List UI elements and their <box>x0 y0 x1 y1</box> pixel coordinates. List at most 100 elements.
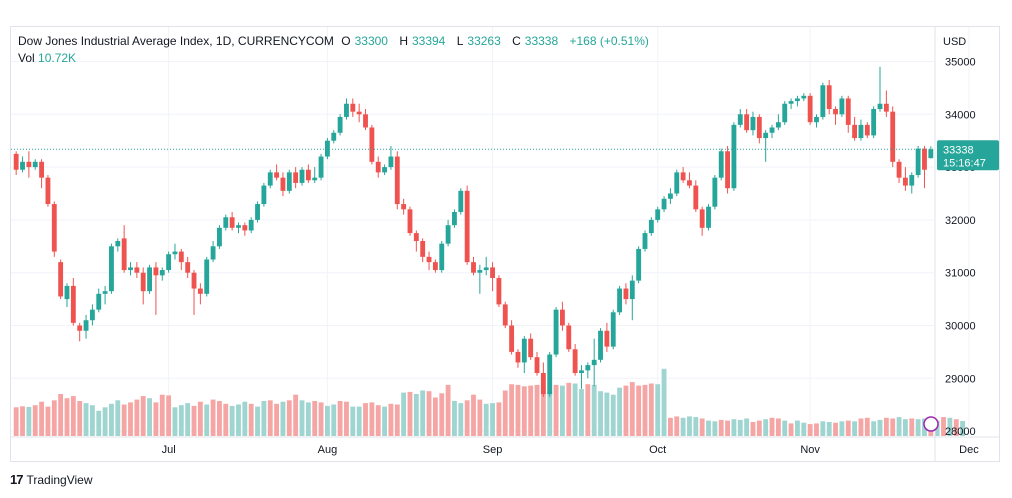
volume-bar <box>756 420 762 436</box>
candle-body <box>490 267 495 278</box>
volume-bar <box>420 390 426 436</box>
volume-bar <box>820 421 826 436</box>
candle-body <box>159 270 165 276</box>
volume-bar <box>636 385 642 436</box>
volume-bar <box>693 417 699 436</box>
volume-bar <box>331 404 337 436</box>
volume-bar <box>540 387 546 436</box>
x-tick-label: Oct <box>649 444 666 456</box>
x-tick-label: Sep <box>483 444 503 456</box>
candle-body <box>407 209 413 234</box>
candle-body <box>769 127 775 133</box>
volume-bar <box>674 416 680 436</box>
volume-bar <box>706 420 711 436</box>
candle-body <box>324 140 330 157</box>
volume-bar <box>280 401 286 436</box>
volume-bar <box>617 387 623 436</box>
candle-body <box>356 111 362 115</box>
volume-bar <box>382 406 388 436</box>
footer[interactable]: 17 TradingView <box>10 472 93 487</box>
candle-body <box>699 209 705 228</box>
volume-bar <box>96 410 102 436</box>
candle-body <box>413 233 419 242</box>
symbol-title: Dow Jones Industrial Average Index, 1D, … <box>18 34 334 48</box>
candle-body <box>725 151 730 189</box>
candle-body <box>172 251 178 255</box>
candle-body <box>382 167 388 173</box>
volume-bar <box>375 405 381 436</box>
candle-body <box>801 95 807 99</box>
volume-bar <box>236 404 241 436</box>
candle-body <box>852 124 858 139</box>
candle-body <box>248 219 254 231</box>
volume-bar <box>217 401 222 436</box>
candle-body <box>394 156 400 205</box>
candle-body <box>636 248 642 281</box>
candle-body <box>922 148 927 170</box>
volume-bar <box>490 403 495 436</box>
candle-body <box>26 161 32 168</box>
volume-bar <box>610 394 616 436</box>
volume-bar <box>579 389 584 436</box>
candle-body <box>655 209 661 220</box>
volume-bar <box>883 417 889 436</box>
volume-bar <box>210 399 216 436</box>
volume-bar <box>274 403 280 436</box>
volume-bar <box>763 419 769 436</box>
volume-bar <box>477 399 483 436</box>
volume-bar <box>572 383 578 436</box>
candlestick-chart[interactable]: USD3500034000330003200031000300002900028… <box>11 27 999 461</box>
candle-body <box>432 262 438 271</box>
volume-bar <box>661 368 667 436</box>
candle-body <box>89 309 95 321</box>
candle-body <box>566 325 572 350</box>
candle-body <box>45 177 51 205</box>
volume-bar <box>953 419 959 436</box>
volume-bar <box>39 401 45 436</box>
high-value: H 33394 <box>399 34 446 48</box>
volume-bar <box>26 406 32 436</box>
candle-body <box>712 177 718 207</box>
candle-body <box>502 304 508 326</box>
volume-bar <box>725 420 730 436</box>
candle-body <box>706 206 711 228</box>
last-price-badge <box>937 140 999 171</box>
volume-bar <box>439 393 445 436</box>
volume-bar <box>896 417 902 436</box>
volume-bar <box>102 407 108 436</box>
candle-body <box>274 172 280 178</box>
candle-body <box>839 98 845 115</box>
volume-bar <box>286 400 292 436</box>
candle-body <box>871 109 877 136</box>
candle-body <box>902 177 908 186</box>
volume-bar <box>648 383 654 436</box>
candle-body <box>820 85 826 117</box>
volume-bar <box>337 401 343 436</box>
volume-bar <box>528 385 534 436</box>
volume-bar <box>833 422 838 436</box>
candle-body <box>598 330 603 360</box>
brand-label: TradingView <box>26 472 93 487</box>
candle-body <box>305 169 311 181</box>
candle-body <box>70 285 76 323</box>
volume-bar <box>369 402 375 436</box>
volume-bar <box>814 423 819 436</box>
volume-bar <box>344 401 349 436</box>
scroll-latest-icon <box>923 416 939 432</box>
volume-bar <box>445 384 451 436</box>
last-price-label: 33338 <box>943 144 974 156</box>
candle-body <box>795 98 800 102</box>
candle-body <box>39 161 45 178</box>
candle-body <box>553 309 559 355</box>
volume-bar <box>58 394 64 436</box>
candle-body <box>629 280 635 300</box>
close-value: C 33338 <box>512 34 559 48</box>
volume-bar <box>788 423 794 436</box>
volume-bar <box>731 419 737 436</box>
candle-body <box>680 172 686 181</box>
candle-body <box>833 109 838 115</box>
candle-body <box>547 354 553 395</box>
candle-body <box>763 132 769 139</box>
candle-body <box>579 370 584 374</box>
volume-bar <box>432 397 438 436</box>
